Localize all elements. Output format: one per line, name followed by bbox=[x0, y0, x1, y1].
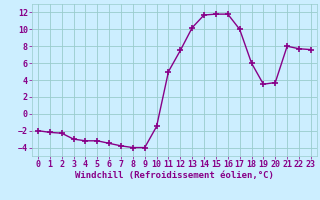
X-axis label: Windchill (Refroidissement éolien,°C): Windchill (Refroidissement éolien,°C) bbox=[75, 171, 274, 180]
